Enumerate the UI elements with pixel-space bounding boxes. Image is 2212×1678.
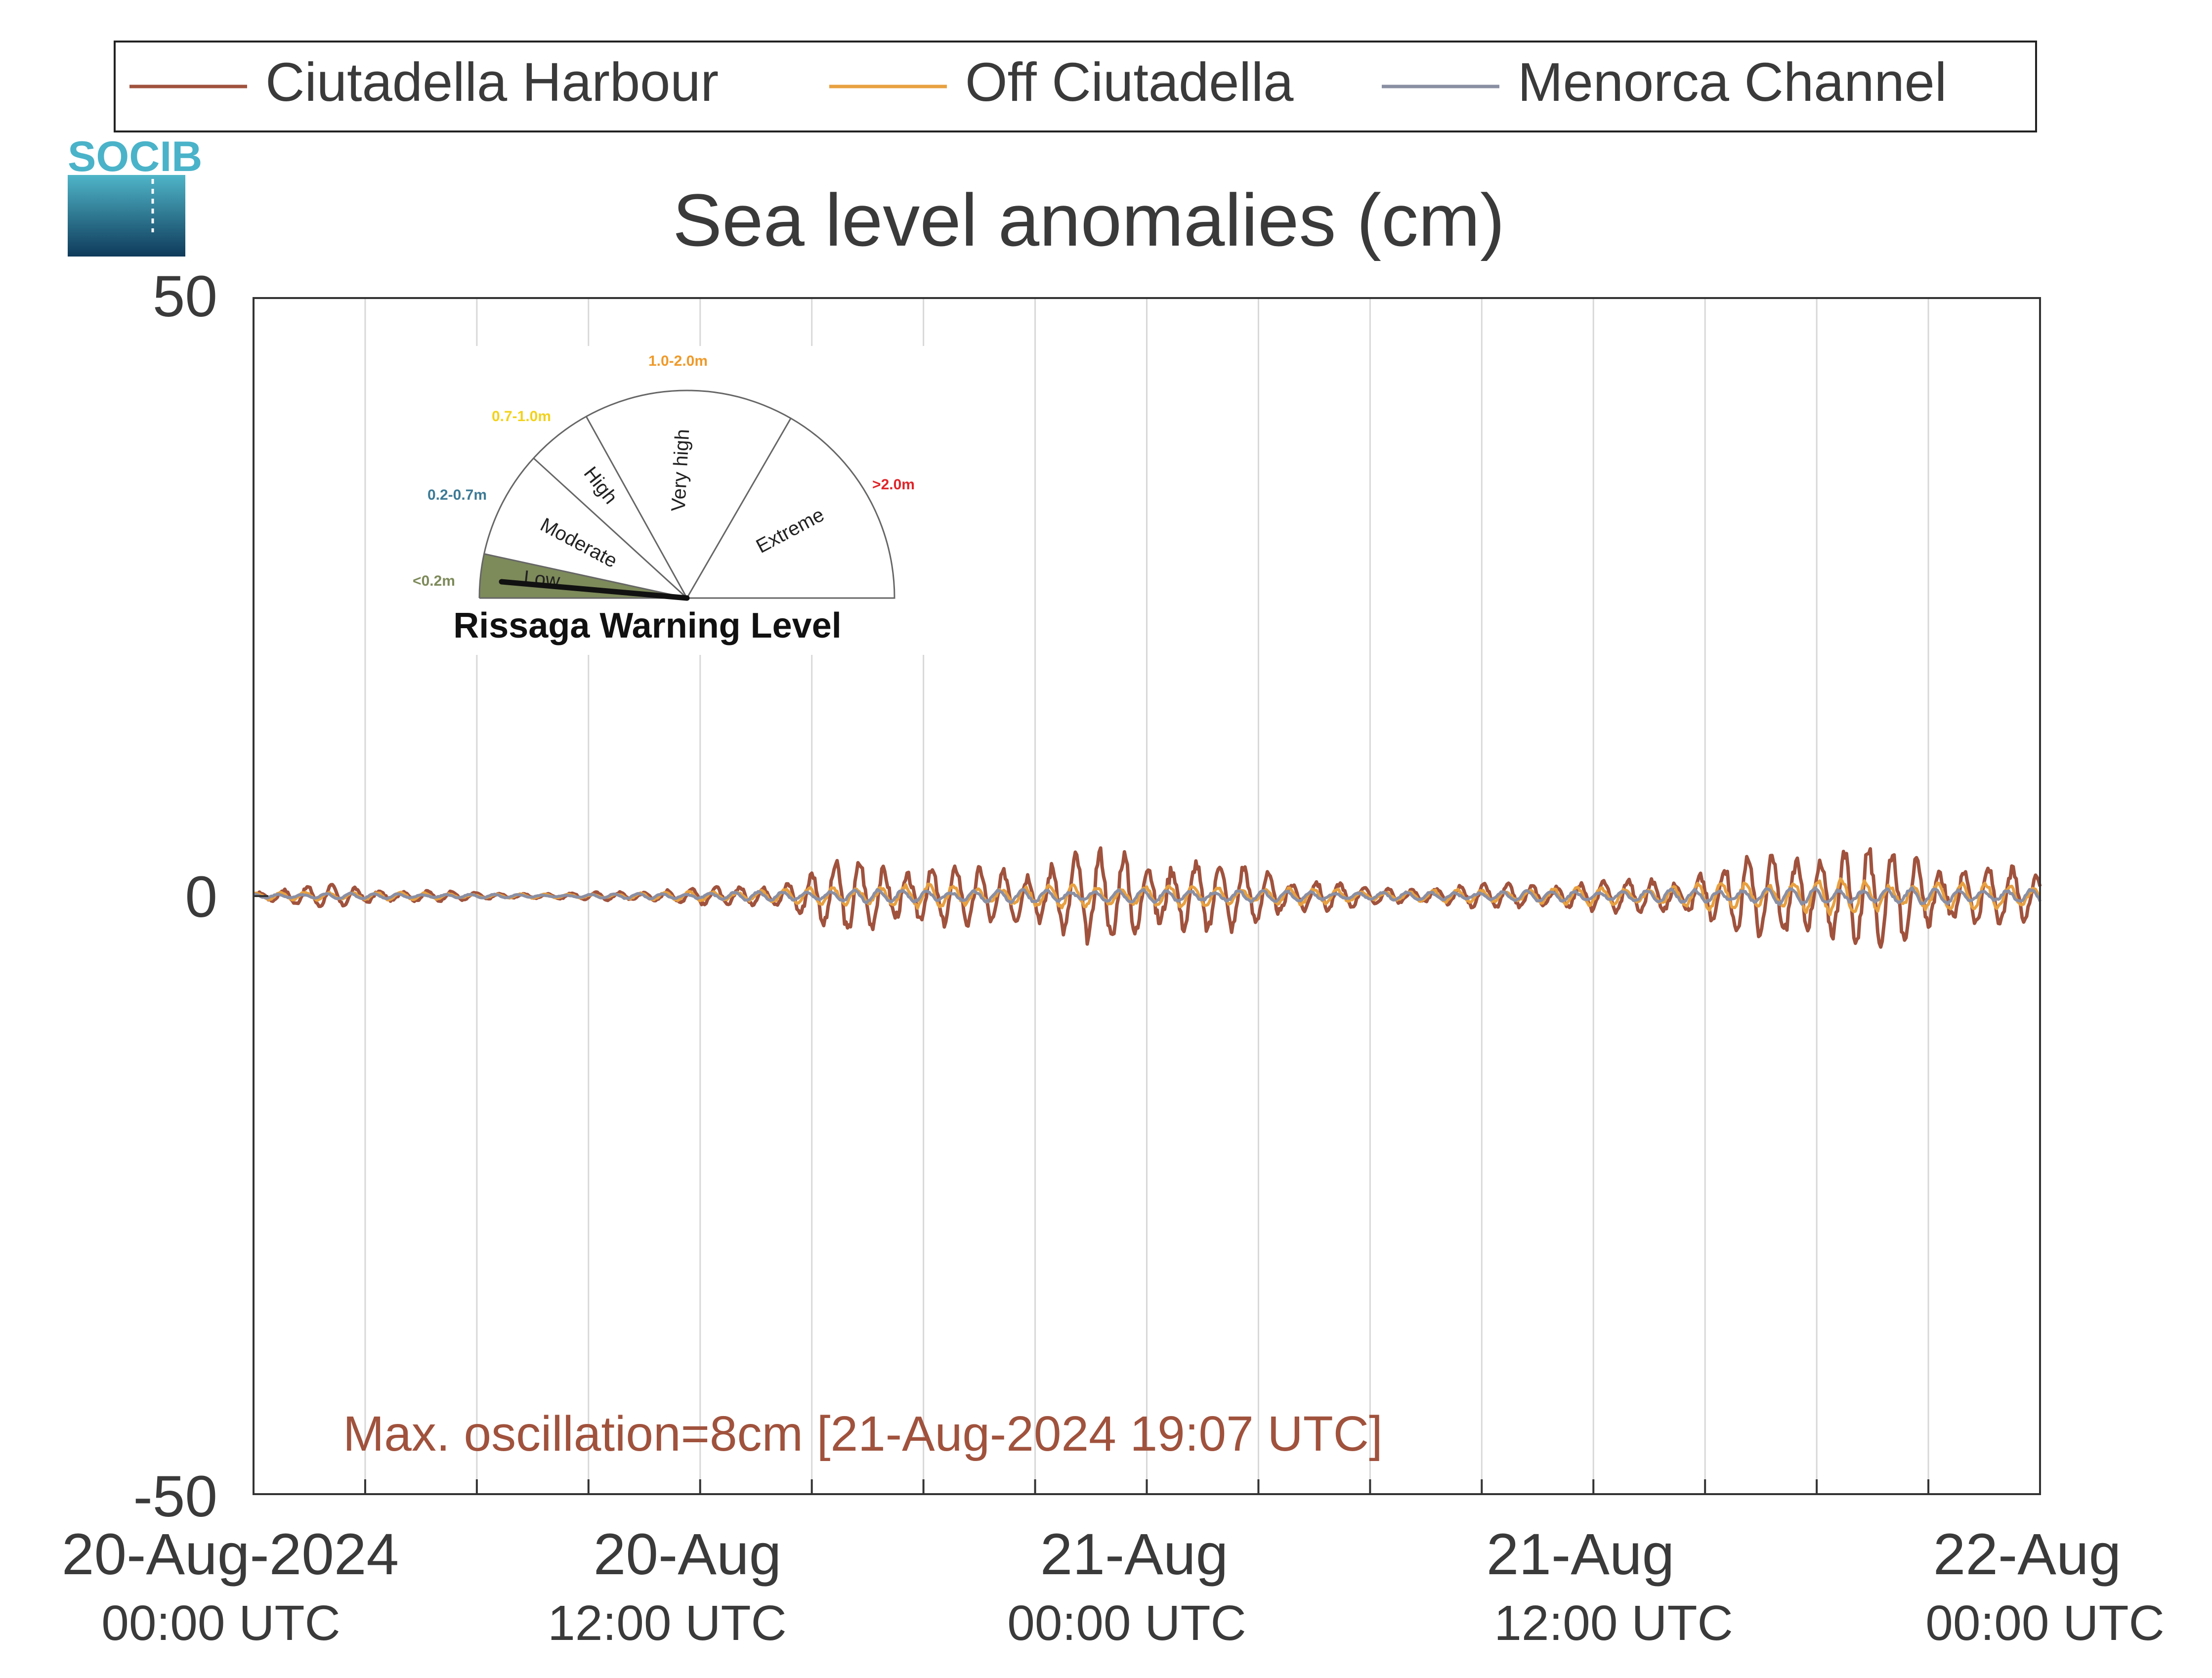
gauge-range-high: 0.7-1.0m — [492, 408, 551, 425]
x-tick-label-3-date: 21-Aug — [1487, 1522, 1675, 1587]
gauge-label-very-high: Very high — [668, 429, 694, 512]
gauge-sector-extreme — [687, 418, 894, 598]
legend-label-off-ciutadella: Off Ciutadella — [965, 52, 1294, 113]
gauge-divider-3 — [585, 416, 688, 599]
x-tick-label-1-time: 12:00 UTC — [548, 1595, 787, 1651]
max-oscillation-annotation: Max. oscillation=8cm [21-Aug-2024 19:07 … — [343, 1406, 1383, 1462]
series-layer — [252, 846, 2042, 949]
x-tick-label-0-date: 20-Aug-2024 — [62, 1522, 399, 1587]
series-line-menorca-channel — [253, 886, 2042, 906]
legend: Ciutadella Harbour Off Ciutadella Menorc… — [114, 41, 2037, 132]
logo-gradient-block — [68, 175, 185, 257]
legend-label-ciutadella-harbour: Ciutadella Harbour — [265, 52, 719, 113]
gauge-range-low: <0.2m — [413, 573, 455, 589]
legend-box — [114, 41, 2037, 132]
legend-label-menorca-channel: Menorca Channel — [1518, 52, 1947, 113]
x-tick-label-1-date: 20-Aug — [594, 1522, 782, 1587]
gauge-range-extreme: >2.0m — [872, 476, 915, 493]
y-tick-label-minus-50: -50 — [133, 1464, 217, 1529]
gauge-sector-very-high — [586, 390, 791, 598]
x-tick-labels: 20-Aug-2024 00:00 UTC 20-Aug 12:00 UTC 2… — [62, 1522, 2165, 1651]
gauge-divider-2 — [533, 457, 688, 599]
gauge-needle — [499, 579, 690, 601]
x-tick-label-0-time: 00:00 UTC — [101, 1595, 340, 1651]
gauge-sector-high — [533, 416, 687, 598]
y-tick-label-50: 50 — [153, 264, 217, 329]
y-tick-label-0: 0 — [185, 864, 217, 930]
x-tick-label-4-time: 00:00 UTC — [1925, 1595, 2165, 1651]
x-tick-label-2-date: 21-Aug — [1040, 1522, 1229, 1587]
gauge-outline — [478, 389, 895, 599]
gauge-range-very-high: 1.0-2.0m — [648, 353, 708, 369]
gauge-divider-1 — [484, 553, 687, 599]
x-tick-label-2-time: 00:00 UTC — [1007, 1595, 1246, 1651]
chart-title: Sea level anomalies (cm) — [673, 178, 1505, 261]
rissaga-warning-gauge: Low Moderate High Very high Extreme <0.2… — [393, 346, 927, 655]
gauge-title: Rissaga Warning Level — [453, 606, 842, 645]
gauge-sector-moderate — [484, 458, 687, 598]
socib-logo: SOCIB — [68, 133, 202, 257]
logo-text: SOCIB — [68, 133, 202, 180]
x-tick-label-3-time: 12:00 UTC — [1494, 1595, 1733, 1651]
gauge-divider-4 — [686, 418, 792, 599]
gauge-range-moderate: 0.2-0.7m — [427, 487, 487, 503]
x-tick-label-4-date: 22-Aug — [1933, 1522, 2122, 1587]
x-ticks — [253, 297, 2041, 1495]
